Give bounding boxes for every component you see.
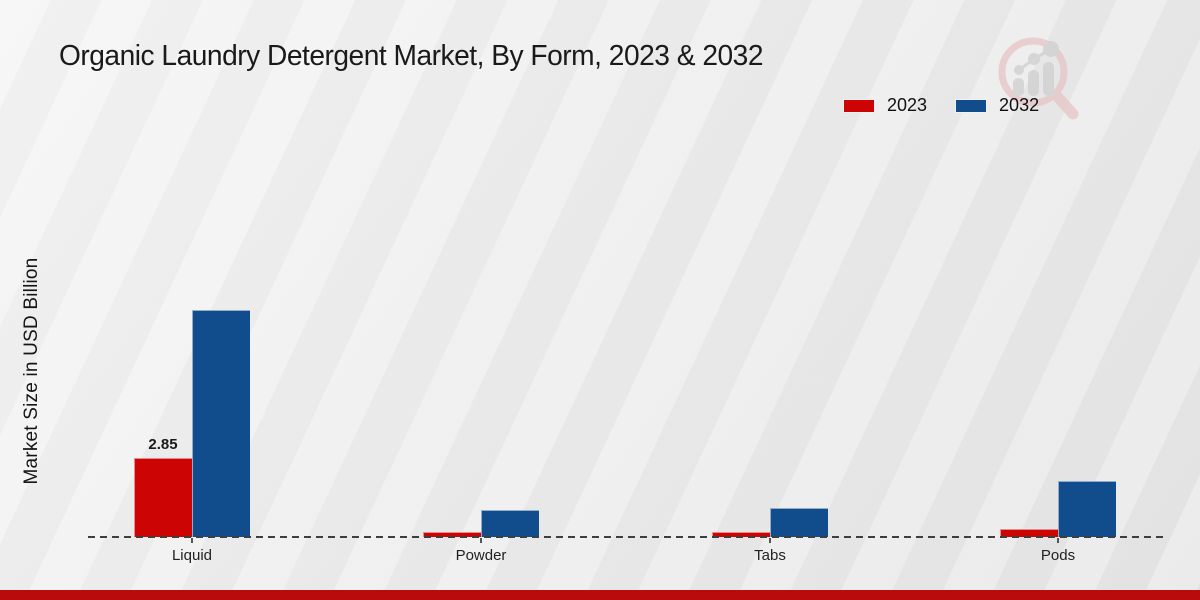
- bar-value-label-2023-liquid: 2.85: [148, 436, 178, 453]
- x-category-label-pods: Pods: [1040, 547, 1076, 564]
- x-category-label-tabs: Tabs: [754, 547, 786, 564]
- x-tick-powder: [480, 538, 482, 543]
- legend-swatch-2023: [843, 98, 875, 113]
- x-tick-liquid: [191, 538, 193, 543]
- bar-2023-tabs: [712, 532, 770, 537]
- footer-accent-strip: [0, 590, 1200, 600]
- legend-label-2032: 2032: [999, 95, 1040, 115]
- legend-swatch-2032: [955, 98, 988, 113]
- bar-2023-powder: [423, 532, 481, 537]
- bar-2023-liquid: [134, 458, 192, 537]
- x-category-label-powder: Powder: [455, 547, 507, 564]
- legend-item-2023: 2023: [843, 95, 927, 116]
- page-title: Organic Laundry Detergent Market, By For…: [59, 40, 764, 72]
- x-tick-tabs: [769, 538, 771, 543]
- bar-2032-powder: [481, 510, 539, 537]
- bar-2032-pods: [1058, 481, 1116, 537]
- market-research-logo-watermark: [998, 37, 1079, 120]
- x-tick-pods: [1057, 538, 1059, 543]
- x-category-label-liquid: Liquid: [171, 547, 213, 564]
- bar-2032-tabs: [770, 508, 828, 537]
- legend: 2023 2032: [843, 95, 1039, 116]
- bar-2023-pods: [1000, 529, 1058, 537]
- zero-baseline-dashed: [88, 536, 1163, 538]
- bar-2032-liquid: [192, 310, 250, 537]
- legend-item-2032: 2032: [955, 95, 1039, 116]
- legend-label-2023: 2023: [887, 95, 928, 115]
